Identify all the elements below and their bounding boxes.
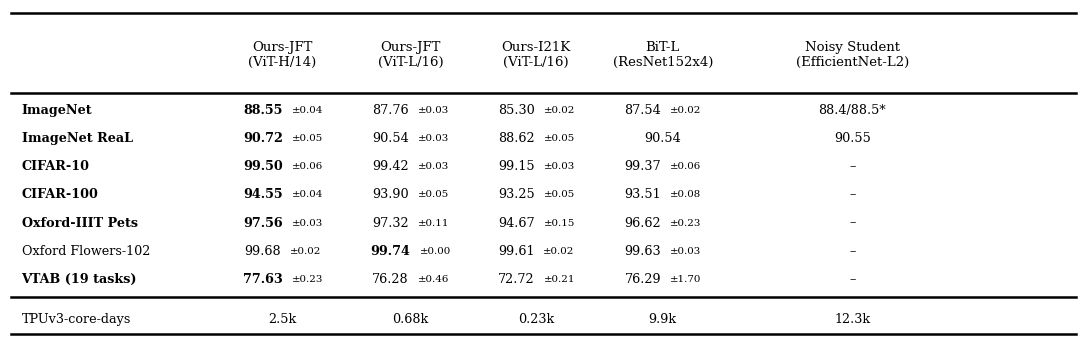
Text: ±0.02: ±0.02 bbox=[544, 246, 575, 256]
Text: 72.72: 72.72 bbox=[498, 273, 535, 286]
Text: ±0.06: ±0.06 bbox=[292, 163, 323, 171]
Text: ±0.03: ±0.03 bbox=[292, 219, 323, 227]
Text: ±0.06: ±0.06 bbox=[671, 163, 701, 171]
Text: 99.15: 99.15 bbox=[498, 160, 535, 173]
Text: 96.62: 96.62 bbox=[625, 217, 661, 230]
Text: ±0.03: ±0.03 bbox=[544, 163, 575, 171]
Text: ±0.02: ±0.02 bbox=[671, 106, 702, 115]
Text: ±0.46: ±0.46 bbox=[417, 275, 449, 284]
Text: CIFAR-10: CIFAR-10 bbox=[22, 160, 89, 173]
Text: 93.90: 93.90 bbox=[372, 188, 409, 202]
Text: ±0.03: ±0.03 bbox=[417, 106, 449, 115]
Text: ±0.21: ±0.21 bbox=[544, 275, 575, 284]
Text: 99.68: 99.68 bbox=[245, 245, 280, 258]
Text: 88.62: 88.62 bbox=[498, 132, 535, 145]
Text: 88.4/88.5*: 88.4/88.5* bbox=[819, 104, 886, 117]
Text: VTAB (19 tasks): VTAB (19 tasks) bbox=[22, 273, 137, 286]
Text: 76.28: 76.28 bbox=[372, 273, 409, 286]
Text: –: – bbox=[849, 188, 855, 202]
Text: TPUv3-core-days: TPUv3-core-days bbox=[22, 313, 130, 326]
Text: ±0.03: ±0.03 bbox=[417, 163, 449, 171]
Text: ±0.11: ±0.11 bbox=[417, 219, 449, 227]
Text: ±1.70: ±1.70 bbox=[671, 275, 701, 284]
Text: 93.51: 93.51 bbox=[625, 188, 661, 202]
Text: 90.72: 90.72 bbox=[242, 132, 283, 145]
Text: 94.55: 94.55 bbox=[242, 188, 283, 202]
Text: 90.55: 90.55 bbox=[834, 132, 871, 145]
Text: Ours-I21K
(ViT-L/16): Ours-I21K (ViT-L/16) bbox=[501, 41, 571, 69]
Text: 99.42: 99.42 bbox=[372, 160, 409, 173]
Text: BiT-L
(ResNet152x4): BiT-L (ResNet152x4) bbox=[613, 41, 713, 69]
Text: 90.54: 90.54 bbox=[645, 132, 682, 145]
Text: ±0.08: ±0.08 bbox=[671, 190, 701, 200]
Text: Oxford-IIIT Pets: Oxford-IIIT Pets bbox=[22, 217, 138, 230]
Text: ±0.05: ±0.05 bbox=[544, 134, 575, 143]
Text: 77.63: 77.63 bbox=[242, 273, 283, 286]
Text: 0.23k: 0.23k bbox=[517, 313, 554, 326]
Text: 85.30: 85.30 bbox=[498, 104, 535, 117]
Text: ±0.05: ±0.05 bbox=[417, 190, 449, 200]
Text: ±0.03: ±0.03 bbox=[671, 246, 701, 256]
Text: 9.9k: 9.9k bbox=[649, 313, 677, 326]
Text: ±0.04: ±0.04 bbox=[292, 190, 323, 200]
Text: ImageNet ReaL: ImageNet ReaL bbox=[22, 132, 133, 145]
Text: ±0.05: ±0.05 bbox=[544, 190, 575, 200]
Text: ±0.05: ±0.05 bbox=[292, 134, 323, 143]
Text: ±0.23: ±0.23 bbox=[671, 219, 701, 227]
Text: –: – bbox=[849, 217, 855, 230]
Text: CIFAR-100: CIFAR-100 bbox=[22, 188, 99, 202]
Text: 2.5k: 2.5k bbox=[268, 313, 297, 326]
Text: –: – bbox=[849, 273, 855, 286]
Text: 97.56: 97.56 bbox=[242, 217, 283, 230]
Text: ImageNet: ImageNet bbox=[22, 104, 92, 117]
Text: 88.55: 88.55 bbox=[243, 104, 283, 117]
Text: 0.68k: 0.68k bbox=[392, 313, 428, 326]
Text: 99.74: 99.74 bbox=[371, 245, 411, 258]
Text: ±0.15: ±0.15 bbox=[544, 219, 575, 227]
Text: 87.76: 87.76 bbox=[372, 104, 409, 117]
Text: 99.63: 99.63 bbox=[625, 245, 661, 258]
Text: 76.29: 76.29 bbox=[625, 273, 661, 286]
Text: ±0.03: ±0.03 bbox=[418, 134, 449, 143]
Text: Noisy Student
(EfficientNet-L2): Noisy Student (EfficientNet-L2) bbox=[796, 41, 909, 69]
Text: 93.25: 93.25 bbox=[498, 188, 535, 202]
Text: 94.67: 94.67 bbox=[498, 217, 535, 230]
Text: 12.3k: 12.3k bbox=[835, 313, 871, 326]
Text: ±0.04: ±0.04 bbox=[291, 106, 323, 115]
Text: ±0.00: ±0.00 bbox=[420, 246, 451, 256]
Text: 87.54: 87.54 bbox=[625, 104, 661, 117]
Text: ±0.23: ±0.23 bbox=[292, 275, 323, 284]
Text: 99.37: 99.37 bbox=[625, 160, 661, 173]
Text: ±0.02: ±0.02 bbox=[290, 246, 322, 256]
Text: 99.61: 99.61 bbox=[498, 245, 535, 258]
Text: –: – bbox=[849, 245, 855, 258]
Text: Ours-JFT
(ViT-L/16): Ours-JFT (ViT-L/16) bbox=[377, 41, 443, 69]
Text: Ours-JFT
(ViT-H/14): Ours-JFT (ViT-H/14) bbox=[249, 41, 316, 69]
Text: 99.50: 99.50 bbox=[242, 160, 283, 173]
Text: 90.54: 90.54 bbox=[372, 132, 409, 145]
Text: –: – bbox=[849, 160, 855, 173]
Text: Oxford Flowers-102: Oxford Flowers-102 bbox=[22, 245, 150, 258]
Text: ±0.02: ±0.02 bbox=[544, 106, 575, 115]
Text: 97.32: 97.32 bbox=[372, 217, 409, 230]
